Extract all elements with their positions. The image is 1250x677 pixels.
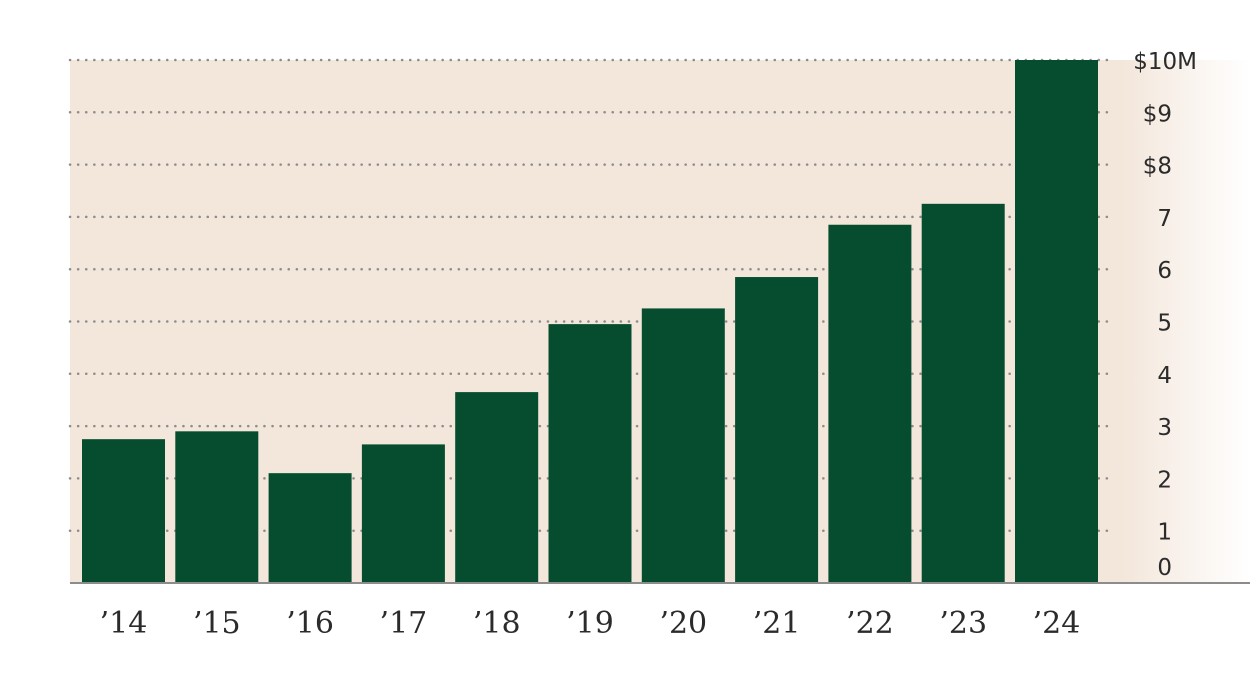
bar-0 [82, 439, 165, 583]
x-tick-label: ’14 [100, 606, 148, 641]
x-tick-label: ’20 [659, 606, 707, 641]
bar-3 [361, 444, 445, 583]
y-tick-label: 4 [1157, 363, 1172, 389]
bar-4 [455, 392, 539, 583]
bar-8 [828, 224, 912, 583]
y-tick-label: 6 [1157, 258, 1172, 284]
y-tick-label: $9 [1143, 101, 1172, 127]
y-tick-label: $8 [1143, 154, 1172, 180]
plot-background-fade [1120, 60, 1250, 583]
x-tick-label: ’19 [566, 606, 614, 641]
x-tick-label: ’15 [193, 606, 241, 641]
x-tick-label: ’22 [846, 606, 894, 641]
bar-6 [641, 308, 725, 583]
bar-10 [1015, 60, 1098, 583]
x-axis-ticks: ’14 ’15 ’16 ’17 ’18 ’19 ’20 ’21 ’22 ’23 ’24 [100, 606, 1081, 641]
bar-2 [268, 473, 352, 583]
y-tick-label: 7 [1157, 206, 1172, 232]
y-tick-label: 3 [1157, 415, 1172, 441]
y-tick-label: 5 [1157, 311, 1172, 337]
bar-1 [175, 431, 259, 583]
y-tick-label: 2 [1157, 467, 1172, 493]
bar-9 [921, 203, 1005, 583]
y-tick-label: $10M [1133, 49, 1197, 75]
y-tick-label: 1 [1157, 520, 1172, 546]
bars [82, 60, 1098, 583]
x-tick-label: ’18 [473, 606, 521, 641]
bar-7 [735, 277, 819, 583]
x-tick-label: ’21 [753, 606, 801, 641]
y-tick-label: 0 [1157, 555, 1172, 581]
x-tick-label: ’24 [1033, 606, 1081, 641]
x-tick-label: ’17 [380, 606, 428, 641]
bar-5 [548, 324, 632, 583]
y-axis-ticks: 0 1 2 3 4 5 6 7 $8 $9 $10M [1133, 49, 1197, 581]
x-tick-label: ’23 [939, 606, 987, 641]
x-tick-label: ’16 [286, 606, 334, 641]
